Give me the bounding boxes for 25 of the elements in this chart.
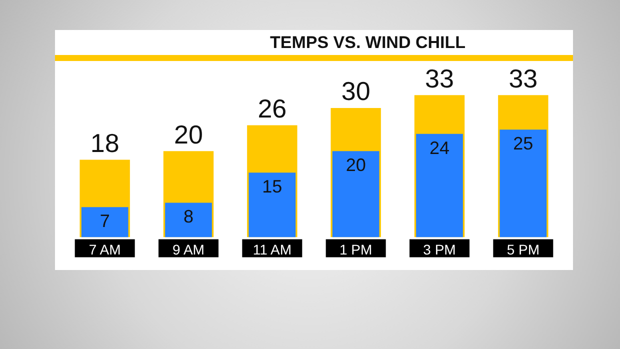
data-label: 18 (90, 128, 120, 158)
x-tick-label: 11 AM (252, 241, 292, 258)
bar (81, 207, 128, 238)
data-label: 25 (513, 134, 534, 154)
data-label: 33 (508, 63, 538, 94)
data-label: 7 (100, 211, 110, 232)
bar (332, 151, 380, 238)
x-tick-label: 7 AM (88, 241, 121, 258)
data-label: 15 (262, 176, 282, 197)
data-label: 33 (425, 63, 454, 94)
data-label: 20 (346, 155, 366, 176)
bar (248, 172, 296, 238)
data-label: 24 (429, 138, 450, 158)
data-label: 26 (258, 93, 287, 124)
x-tick-label: 5 PM (506, 241, 540, 258)
data-label: 30 (341, 76, 370, 106)
bar (500, 130, 547, 238)
bar (416, 134, 463, 238)
bar (165, 202, 212, 238)
x-tick-label: 9 AM (172, 241, 204, 258)
x-tick-label: 1 PM (339, 241, 372, 258)
data-label: 8 (183, 206, 194, 227)
data-label: 20 (174, 119, 203, 150)
chart-title: TEMPS VS. WIND CHILL (269, 32, 466, 54)
x-tick-label: 3 PM (423, 241, 456, 258)
